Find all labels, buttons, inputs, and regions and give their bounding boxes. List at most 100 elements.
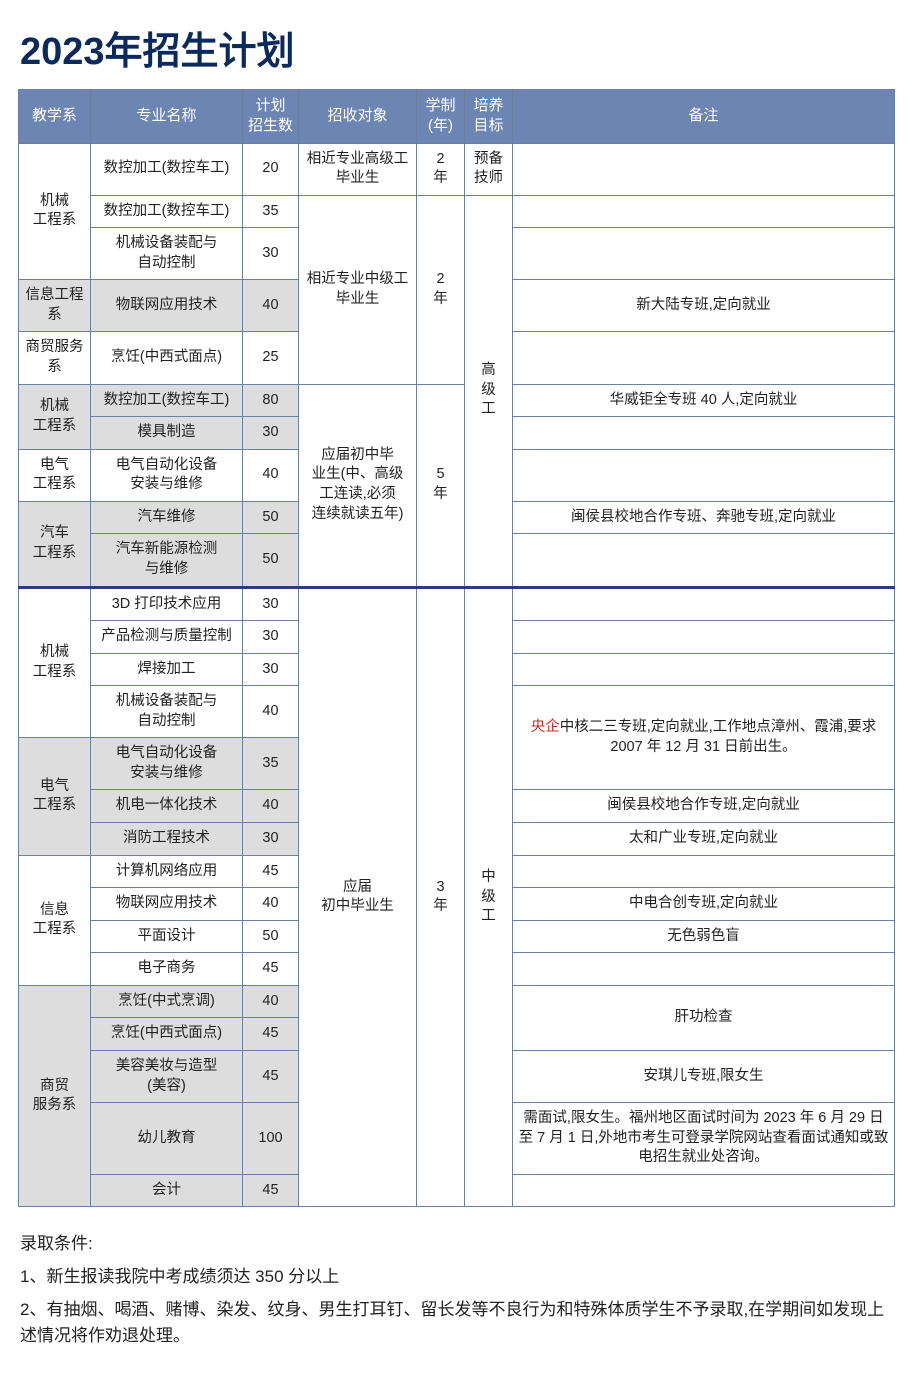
major-cell: 计算机网络应用 [91,855,243,888]
note-cell: 太和广业专班,定向就业 [513,823,895,856]
note-cell: 闽侯县校地合作专班,定向就业 [513,790,895,823]
num-cell: 40 [243,790,299,823]
major-cell: 电气自动化设备安装与维修 [91,738,243,790]
major-cell: 美容美妆与造型(美容) [91,1050,243,1102]
years-cell: 2年 [417,195,465,384]
note-cell: 安琪儿专班,限女生 [513,1050,895,1102]
major-cell: 消防工程技术 [91,823,243,856]
major-cell: 汽车维修 [91,501,243,534]
dept-cell: 机械工程系 [19,587,91,738]
num-cell: 30 [243,621,299,654]
th-note: 备注 [513,90,895,144]
th-years: 学制(年) [417,90,465,144]
major-cell: 会计 [91,1174,243,1207]
goal-cell: 高级工 [465,195,513,587]
num-cell: 45 [243,855,299,888]
note-cell: 中电合创专班,定向就业 [513,888,895,921]
major-cell: 产品检测与质量控制 [91,621,243,654]
num-cell: 30 [243,417,299,450]
target-cell: 相近专业中级工毕业生 [299,195,417,384]
target-cell: 应届初中毕业生 [299,587,417,1207]
note-cell [513,195,895,228]
major-cell: 3D 打印技术应用 [91,587,243,621]
major-cell: 物联网应用技术 [91,280,243,332]
condition-item: 1、新生报读我院中考成绩须达 350 分以上 [20,1264,893,1290]
note-cell [513,621,895,654]
note-cell [513,332,895,384]
note-cell [513,449,895,501]
dept-cell: 商贸服务系 [19,332,91,384]
years-cell: 3年 [417,587,465,1207]
num-cell: 35 [243,195,299,228]
target-cell: 应届初中毕业生(中、高级工连读,必须连续就读五年) [299,384,417,587]
num-cell: 40 [243,686,299,738]
table-row: 机械工程系 3D 打印技术应用 30 应届初中毕业生 3年 中级工 [19,587,895,621]
note-cell: 需面试,限女生。福州地区面试时间为 2023 年 6 月 29 日至 7 月 1… [513,1103,895,1175]
years-cell: 2年 [417,143,465,195]
num-cell: 30 [243,228,299,280]
note-cell: 新大陆专班,定向就业 [513,280,895,332]
major-cell: 烹饪(中式烹调) [91,985,243,1018]
th-target: 招收对象 [299,90,417,144]
th-goal: 培养目标 [465,90,513,144]
num-cell: 50 [243,920,299,953]
goal-cell: 预备技师 [465,143,513,195]
target-cell: 相近专业高级工毕业生 [299,143,417,195]
note-cell: 华威钜全专班 40 人,定向就业 [513,384,895,417]
note-text: 中核二三专班,定向就业,工作地点漳州、霞浦,要求 2007 年 12 月 31 … [560,719,877,755]
major-cell: 幼儿教育 [91,1103,243,1175]
major-cell: 数控加工(数控车工) [91,384,243,417]
note-cell [513,417,895,450]
table-row: 机械工程系 数控加工(数控车工) 80 应届初中毕业生(中、高级工连读,必须连续… [19,384,895,417]
major-cell: 焊接加工 [91,653,243,686]
num-cell: 45 [243,1174,299,1207]
dept-cell: 电气工程系 [19,738,91,855]
note-cell [513,653,895,686]
num-cell: 30 [243,587,299,621]
enrollment-table: 教学系 专业名称 计划招生数 招收对象 学制(年) 培养目标 备注 机械工程系 … [18,89,895,1207]
dept-cell: 信息工程系 [19,855,91,985]
th-dept: 教学系 [19,90,91,144]
major-cell: 平面设计 [91,920,243,953]
note-cell [513,534,895,587]
note-cell [513,855,895,888]
num-cell: 40 [243,888,299,921]
num-cell: 40 [243,449,299,501]
num-cell: 40 [243,280,299,332]
page-title: 2023年招生计划 [20,20,895,75]
major-cell: 物联网应用技术 [91,888,243,921]
num-cell: 45 [243,1050,299,1102]
num-cell: 50 [243,534,299,587]
num-cell: 20 [243,143,299,195]
note-cell [513,587,895,621]
major-cell: 烹饪(中西式面点) [91,1018,243,1051]
num-cell: 35 [243,738,299,790]
major-cell: 烹饪(中西式面点) [91,332,243,384]
note-cell: 央企中核二三专班,定向就业,工作地点漳州、霞浦,要求 2007 年 12 月 3… [513,686,895,790]
num-cell: 100 [243,1103,299,1175]
major-cell: 数控加工(数控车工) [91,143,243,195]
condition-item: 2、有抽烟、喝酒、赌博、染发、纹身、男生打耳钉、留长发等不良行为和特殊体质学生不… [20,1297,893,1350]
th-major: 专业名称 [91,90,243,144]
major-cell: 数控加工(数控车工) [91,195,243,228]
note-cell [513,953,895,986]
num-cell: 45 [243,953,299,986]
num-cell: 30 [243,653,299,686]
major-cell: 汽车新能源检测与维修 [91,534,243,587]
major-cell: 电子商务 [91,953,243,986]
num-cell: 40 [243,985,299,1018]
major-cell: 电气自动化设备安装与维修 [91,449,243,501]
goal-cell: 中级工 [465,587,513,1207]
note-cell [513,143,895,195]
major-cell: 机械设备装配与自动控制 [91,686,243,738]
num-cell: 30 [243,823,299,856]
th-num: 计划招生数 [243,90,299,144]
num-cell: 25 [243,332,299,384]
dept-cell: 信息工程系 [19,280,91,332]
table-header-row: 教学系 专业名称 计划招生数 招收对象 学制(年) 培养目标 备注 [19,90,895,144]
dept-cell: 商贸服务系 [19,985,91,1207]
years-cell: 5年 [417,384,465,587]
table-row: 机械工程系 数控加工(数控车工) 20 相近专业高级工毕业生 2年 预备技师 [19,143,895,195]
note-cell: 肝功检查 [513,985,895,1050]
num-cell: 45 [243,1018,299,1051]
